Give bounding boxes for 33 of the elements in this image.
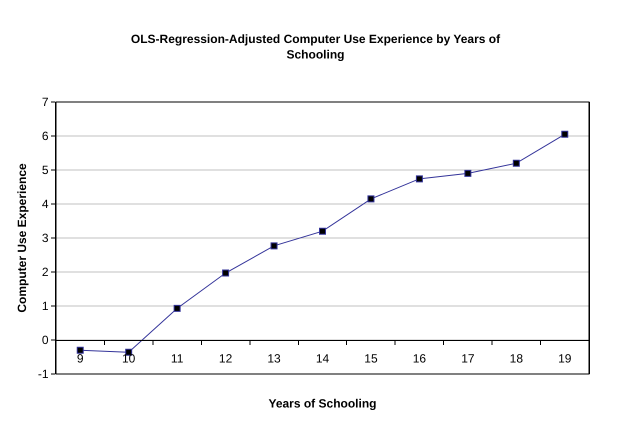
x-axis-title: Years of Schooling xyxy=(268,396,377,410)
chart-title: OLS-Regression-Adjusted Computer Use Experience by Years of Schooling xyxy=(130,32,502,62)
y-tick-label: 2 xyxy=(42,265,49,280)
point xyxy=(367,195,374,202)
point xyxy=(174,304,181,312)
y-tick-label: -1 xyxy=(38,367,49,382)
x-tick-label: 14 xyxy=(316,351,330,366)
x-tick-label: 13 xyxy=(267,351,282,366)
y-tick-label: 5 xyxy=(42,163,49,178)
point xyxy=(319,228,326,235)
y-tick-label: 3 xyxy=(42,231,49,246)
y-tick-label: 4 xyxy=(42,197,49,212)
x-tick-label: 10 xyxy=(122,351,136,366)
point xyxy=(512,160,520,167)
point xyxy=(76,346,84,354)
y-tick-label: 6 xyxy=(42,129,49,144)
x-tick-label: 15 xyxy=(364,351,378,366)
point xyxy=(222,270,230,277)
point xyxy=(464,170,472,177)
y-axis-title: Computer Use Experience xyxy=(15,162,30,313)
y-tick-label: 7 xyxy=(42,95,49,110)
y-tick-label: 1 xyxy=(42,299,49,314)
point xyxy=(270,242,278,250)
x-tick-label: 19 xyxy=(558,351,572,366)
x-tick-label: 12 xyxy=(218,351,233,366)
x-tick-label: 16 xyxy=(412,351,426,366)
x-tick-label: 11 xyxy=(170,351,184,366)
y-tick-label: 0 xyxy=(42,333,49,348)
point xyxy=(561,130,568,138)
x-tick-label: 18 xyxy=(510,351,524,366)
x-tick-label: 17 xyxy=(461,351,475,366)
x-tick-label: 9 xyxy=(76,351,84,366)
point xyxy=(416,175,423,182)
